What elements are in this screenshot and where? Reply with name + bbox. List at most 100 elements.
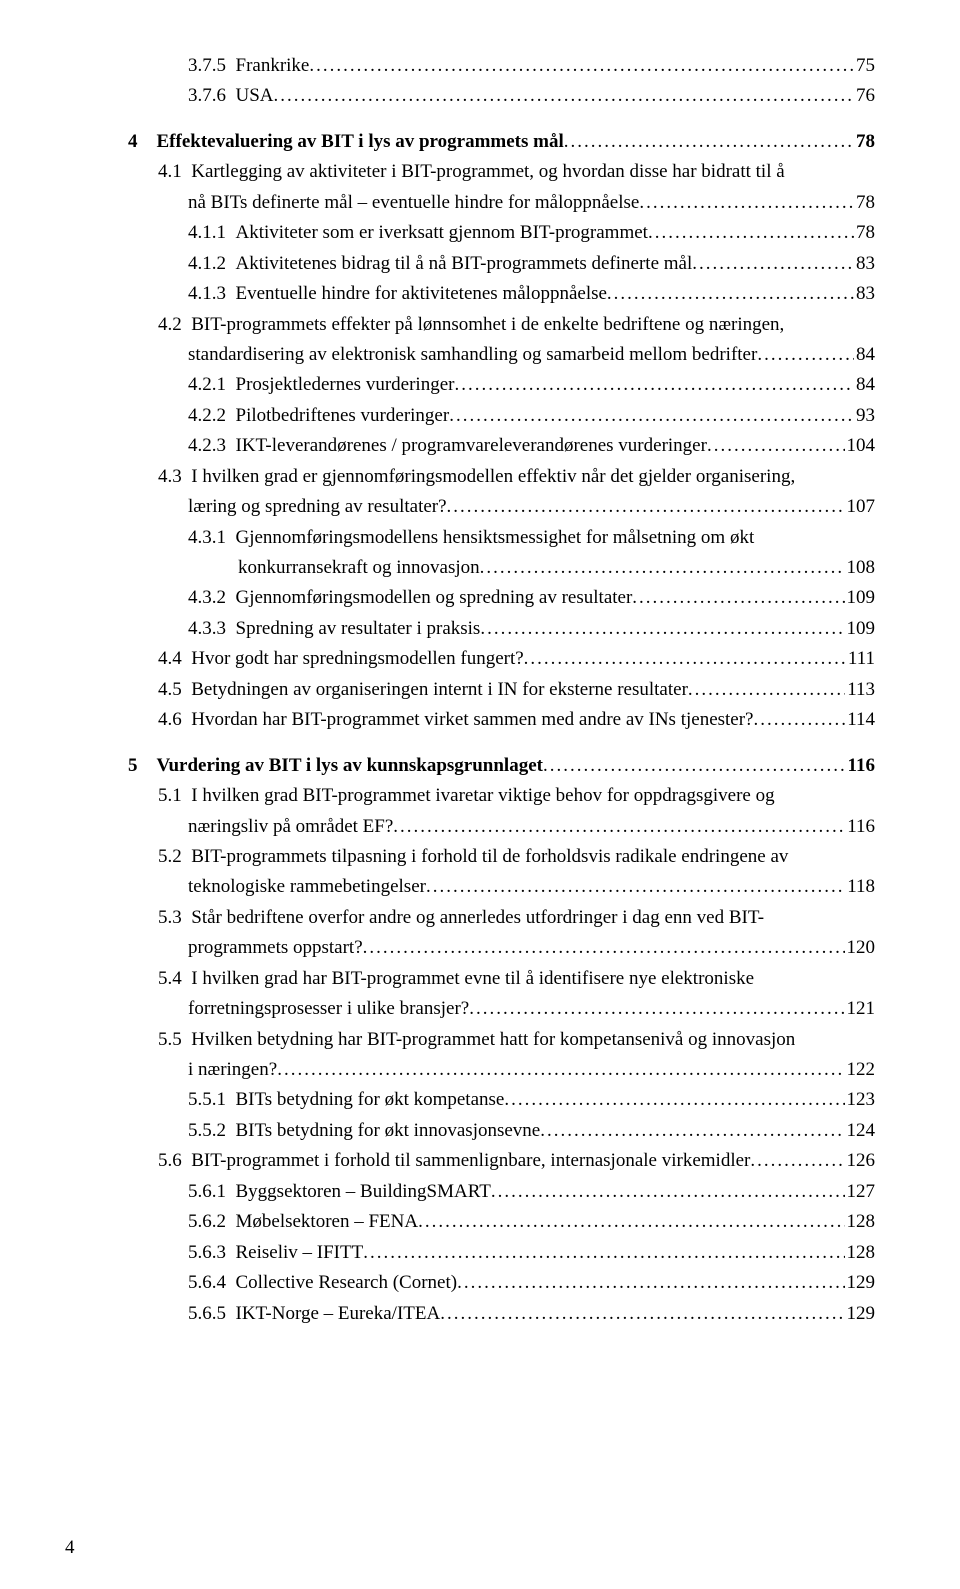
toc-entry-text: BIT-programmet i forhold til sammenlignb… — [191, 1146, 750, 1175]
toc-entry-page: 120 — [845, 933, 876, 962]
dot-leader — [418, 1207, 844, 1236]
toc-entry-page: 126 — [845, 1146, 876, 1175]
dot-leader — [648, 218, 854, 247]
toc-entry-cont-text: i næringen? — [188, 1055, 277, 1084]
toc-page: 3.7.5 Frankrike753.7.6 USA764 Effekteval… — [0, 0, 960, 1589]
toc-entry-text: Eventuelle hindre for aktivitetenes målo… — [236, 279, 607, 308]
toc-entry-continuation: teknologiske rammebetingelser 118 — [100, 872, 875, 901]
toc-entry: 5.6.5 IKT-Norge – Eureka/ITEA129 — [100, 1299, 875, 1328]
toc-entry-text: Gjennomføringsmodellens hensiktsmessighe… — [236, 523, 755, 552]
toc-entry-number: 4.1.2 — [188, 249, 236, 278]
toc-entry-cont-text: programmets oppstart? — [188, 933, 363, 962]
toc-entry: 5 Vurdering av BIT i lys av kunnskapsgru… — [100, 751, 875, 780]
dot-leader — [692, 249, 854, 278]
toc-entry-text: Hvilken betydning har BIT-programmet hat… — [191, 1025, 795, 1054]
toc-entry: 5.6.1 Byggsektoren – BuildingSMART127 — [100, 1177, 875, 1206]
dot-leader — [543, 751, 846, 780]
dot-leader — [757, 340, 854, 369]
dot-leader — [607, 279, 854, 308]
dot-leader — [480, 614, 844, 643]
toc-entry-cont-text: teknologiske rammebetingelser — [188, 872, 426, 901]
toc-entry-number: 5.5 — [158, 1025, 191, 1054]
toc-entry-text: Står bedriftene overfor andre og annerle… — [191, 903, 764, 932]
toc-entry-page: 129 — [845, 1299, 876, 1328]
toc-entry-text: BITs betydning for økt innovasjonsevne — [236, 1116, 541, 1145]
toc-entry-continuation: programmets oppstart? 120 — [100, 933, 875, 962]
toc-entry-text: I hvilken grad har BIT-programmet evne t… — [191, 964, 754, 993]
toc-entry-number: 4.3.3 — [188, 614, 236, 643]
dot-leader — [707, 431, 845, 460]
toc-entry-text: Hvor godt har spredningsmodellen fungert… — [191, 644, 523, 673]
dot-leader — [454, 370, 854, 399]
toc-entry-number: 5.5.1 — [188, 1085, 236, 1114]
toc-entry-page: 118 — [845, 872, 875, 901]
toc-entry-page: 78 — [854, 127, 875, 156]
toc-entry: 5.5 Hvilken betydning har BIT-programmet… — [100, 1025, 875, 1054]
dot-leader — [426, 872, 845, 901]
toc-entry: 4.5 Betydningen av organiseringen intern… — [100, 675, 875, 704]
toc-entry: 5.5.1 BITs betydning for økt kompetanse1… — [100, 1085, 875, 1114]
toc-entry-continuation: konkurransekraft og innovasjon108 — [100, 553, 875, 582]
toc-entry: 5.6.2 Møbelsektoren – FENA128 — [100, 1207, 875, 1236]
dot-leader — [754, 705, 846, 734]
toc-entry-text: Reiseliv – IFITT — [236, 1238, 364, 1267]
toc-entry-page: 109 — [845, 583, 876, 612]
toc-entry-page: 127 — [845, 1177, 876, 1206]
toc-entry-continuation: i næringen?122 — [100, 1055, 875, 1084]
toc-entry: 4.2.2 Pilotbedriftenes vurderinger93 — [100, 401, 875, 430]
page-number: 4 — [65, 1537, 75, 1559]
dot-leader — [440, 1299, 844, 1328]
toc-entry: 4.3.3 Spredning av resultater i praksis1… — [100, 614, 875, 643]
toc-entry-number: 4.3.2 — [188, 583, 236, 612]
dot-leader — [277, 1055, 844, 1084]
toc-entry-number: 5 — [128, 751, 157, 780]
toc-entry: 4.3.1 Gjennomføringsmodellens hensiktsme… — [100, 523, 875, 552]
toc-entry-continuation: standardisering av elektronisk samhandli… — [100, 340, 875, 369]
toc-entry: 4.4 Hvor godt har spredningsmodellen fun… — [100, 644, 875, 673]
toc-entry-text: Prosjektledernes vurderinger — [236, 370, 455, 399]
toc-entry-text: Kartlegging av aktiviteter i BIT-program… — [191, 157, 784, 186]
toc-entry-number: 3.7.6 — [188, 81, 236, 110]
toc-entry: 3.7.6 USA76 — [100, 81, 875, 110]
toc-entry-text: I hvilken grad BIT-programmet ivaretar v… — [191, 781, 774, 810]
toc-entry-number: 5.3 — [158, 903, 191, 932]
toc-entry-text: Frankrike — [236, 51, 310, 80]
toc-entry-number: 4 — [128, 127, 157, 156]
toc-entry: 5.6 BIT-programmet i forhold til sammenl… — [100, 1146, 875, 1175]
toc-list: 3.7.5 Frankrike753.7.6 USA764 Effekteval… — [100, 51, 875, 1328]
toc-entry: 3.7.5 Frankrike75 — [100, 51, 875, 80]
toc-entry-page: 116 — [845, 812, 875, 841]
toc-entry-number: 4.6 — [158, 705, 191, 734]
dot-leader — [491, 1177, 845, 1206]
toc-entry-page: 129 — [845, 1268, 876, 1297]
toc-entry: 4.1 Kartlegging av aktiviteter i BIT-pro… — [100, 157, 875, 186]
toc-entry-number: 5.4 — [158, 964, 191, 993]
toc-entry-number: 4.1.3 — [188, 279, 236, 308]
toc-entry-number: 4.5 — [158, 675, 191, 704]
toc-entry: 5.5.2 BITs betydning for økt innovasjons… — [100, 1116, 875, 1145]
toc-entry-cont-text: standardisering av elektronisk samhandli… — [188, 340, 757, 369]
toc-entry-number: 4.1 — [158, 157, 191, 186]
toc-entry-number: 3.7.5 — [188, 51, 236, 80]
toc-entry-page: 107 — [845, 492, 876, 521]
toc-entry: 5.6.4 Collective Research (Cornet)129 — [100, 1268, 875, 1297]
dot-leader — [393, 812, 845, 841]
toc-entry-continuation: læring og spredning av resultater?107 — [100, 492, 875, 521]
toc-entry-text: Betydningen av organiseringen internt i … — [191, 675, 688, 704]
dot-leader — [750, 1146, 844, 1175]
toc-entry-continuation: næringsliv på området EF?116 — [100, 812, 875, 841]
toc-entry-text: BIT-programmets effekter på lønnsomhet i… — [191, 310, 784, 339]
toc-entry-page: 128 — [845, 1238, 876, 1267]
toc-entry-page: 84 — [854, 340, 875, 369]
toc-entry-cont-text: konkurransekraft og innovasjon — [238, 553, 480, 582]
toc-entry-number: 4.1.1 — [188, 218, 236, 247]
toc-entry-number: 5.6.2 — [188, 1207, 236, 1236]
toc-entry-cont-text: forretningsprosesser i ulike bransjer? — [188, 994, 469, 1023]
toc-entry-cont-text: nå BITs definerte mål – eventuelle hindr… — [188, 188, 639, 217]
dot-leader — [639, 188, 854, 217]
toc-entry-text: Gjennomføringsmodellen og spredning av r… — [236, 583, 633, 612]
dot-leader — [447, 492, 845, 521]
toc-entry-text: Møbelsektoren – FENA — [236, 1207, 419, 1236]
toc-entry-page: 114 — [845, 705, 875, 734]
toc-entry-number: 4.2.3 — [188, 431, 236, 460]
